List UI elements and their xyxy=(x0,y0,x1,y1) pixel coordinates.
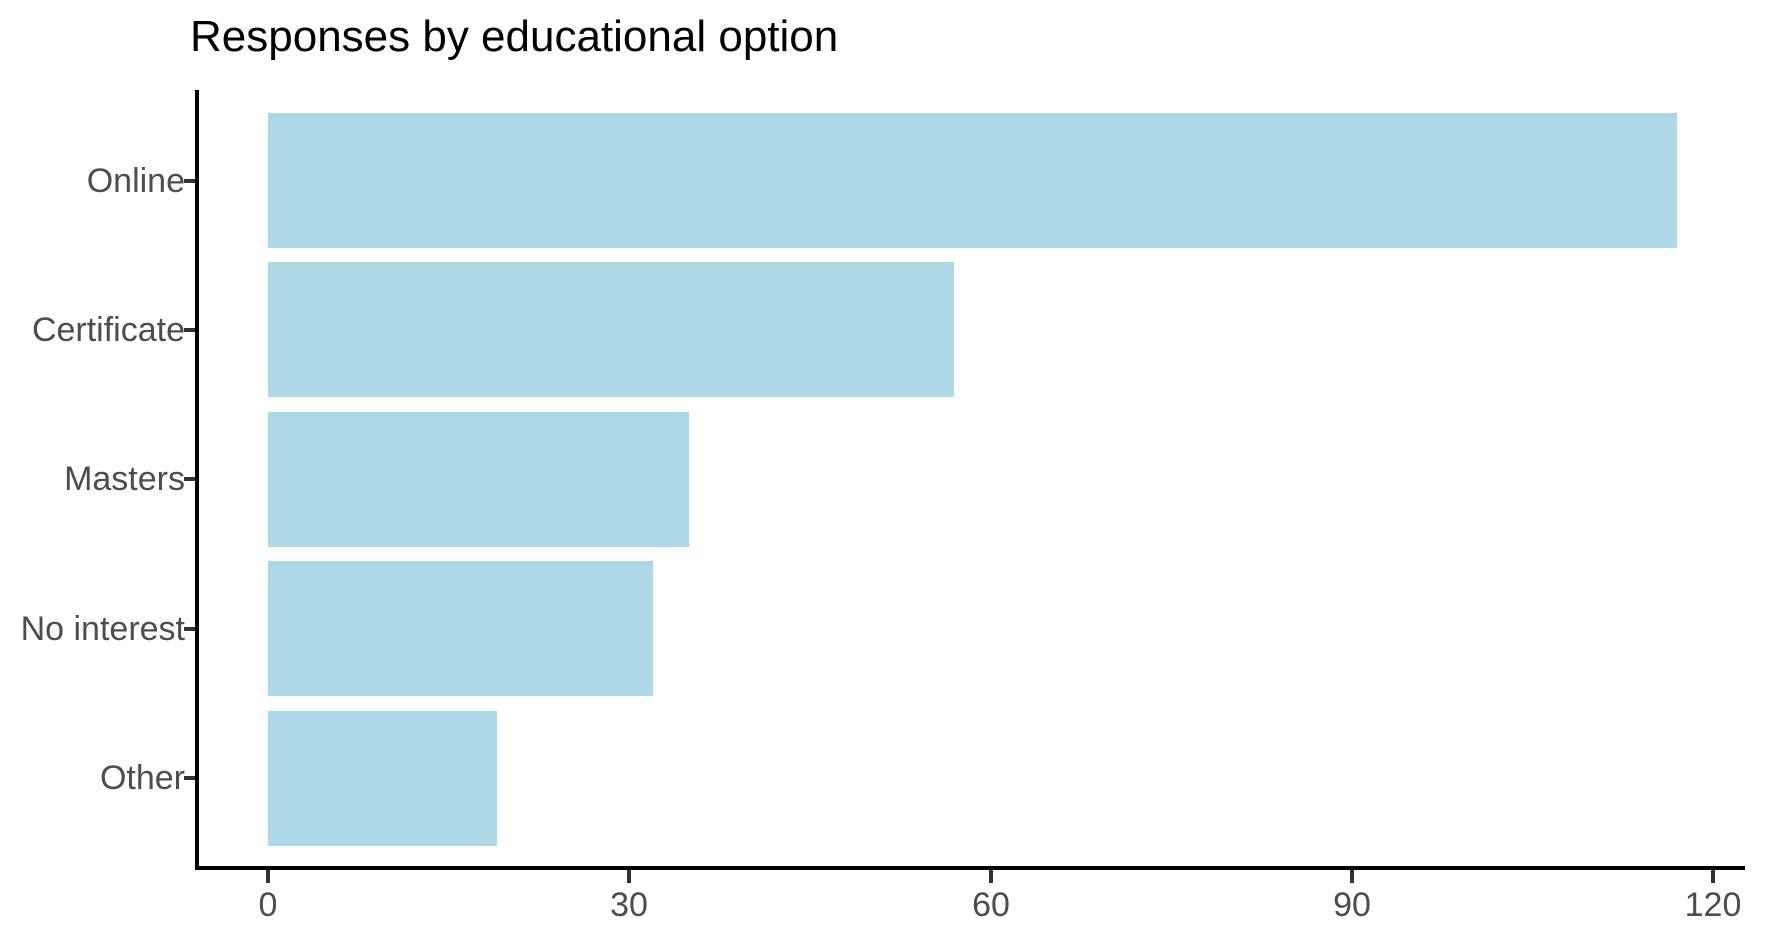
x-axis-tick-label: 120 xyxy=(1684,886,1742,924)
bar-certificate xyxy=(268,262,954,397)
y-axis-tick xyxy=(184,179,195,183)
chart-title: Responses by educational option xyxy=(190,12,839,61)
y-axis-label: Certificate xyxy=(31,311,185,349)
x-axis-tick-label: 90 xyxy=(1333,886,1371,924)
y-axis-label: Other xyxy=(99,759,185,797)
bar-online xyxy=(268,113,1677,248)
x-axis-line xyxy=(195,866,1745,870)
x-axis-tick-label: 60 xyxy=(972,886,1010,924)
y-axis-tick xyxy=(184,776,195,780)
bar-other xyxy=(268,711,497,846)
x-axis-tick xyxy=(627,870,631,883)
y-axis-tick xyxy=(184,627,195,631)
bar-masters xyxy=(268,412,689,547)
y-axis-tick xyxy=(184,328,195,332)
x-axis-tick xyxy=(1350,870,1354,883)
y-axis-label: No interest xyxy=(20,610,185,648)
x-axis-tick-label: 0 xyxy=(258,886,278,924)
x-axis-tick xyxy=(989,870,993,883)
x-axis-tick xyxy=(266,870,270,883)
y-axis-tick xyxy=(184,477,195,481)
y-axis-label: Online xyxy=(86,162,185,200)
x-axis-tick-label: 30 xyxy=(610,886,648,924)
y-axis-label: Masters xyxy=(64,460,185,498)
x-axis-tick xyxy=(1711,870,1715,883)
y-axis-line xyxy=(195,90,199,870)
bar-no-interest xyxy=(268,561,653,696)
